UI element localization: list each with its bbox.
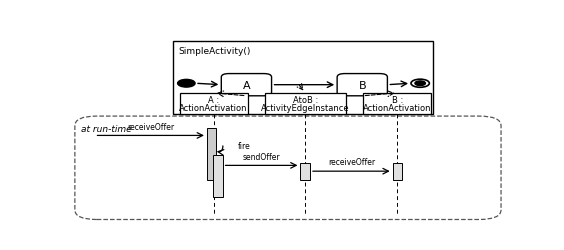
FancyBboxPatch shape [221, 74, 272, 96]
Text: at run-time: at run-time [81, 124, 132, 133]
Text: ActionActivation: ActionActivation [363, 104, 431, 113]
FancyBboxPatch shape [173, 42, 433, 115]
Circle shape [411, 80, 429, 88]
Text: ActivityEdgeInstance: ActivityEdgeInstance [261, 104, 350, 113]
FancyBboxPatch shape [180, 94, 248, 115]
Text: A: A [243, 80, 250, 90]
Text: B :: B : [391, 96, 403, 104]
Text: AtoB :: AtoB : [293, 96, 318, 104]
Text: fire: fire [238, 141, 250, 150]
FancyBboxPatch shape [75, 116, 501, 220]
FancyBboxPatch shape [207, 128, 217, 180]
FancyBboxPatch shape [393, 164, 402, 180]
FancyBboxPatch shape [337, 74, 387, 96]
Text: SimpleActivity(): SimpleActivity() [178, 46, 251, 55]
Circle shape [178, 80, 195, 88]
FancyBboxPatch shape [301, 164, 310, 180]
Text: A :: A : [208, 96, 219, 104]
Text: B: B [359, 80, 366, 90]
FancyBboxPatch shape [363, 94, 431, 115]
Circle shape [415, 82, 425, 86]
Text: receiveOffer: receiveOffer [127, 122, 174, 131]
Text: ActionActivation: ActionActivation [179, 104, 248, 113]
Text: receiveOffer: receiveOffer [328, 158, 375, 167]
Text: sendOffer: sendOffer [243, 152, 280, 161]
FancyBboxPatch shape [265, 94, 346, 115]
FancyBboxPatch shape [213, 155, 223, 198]
